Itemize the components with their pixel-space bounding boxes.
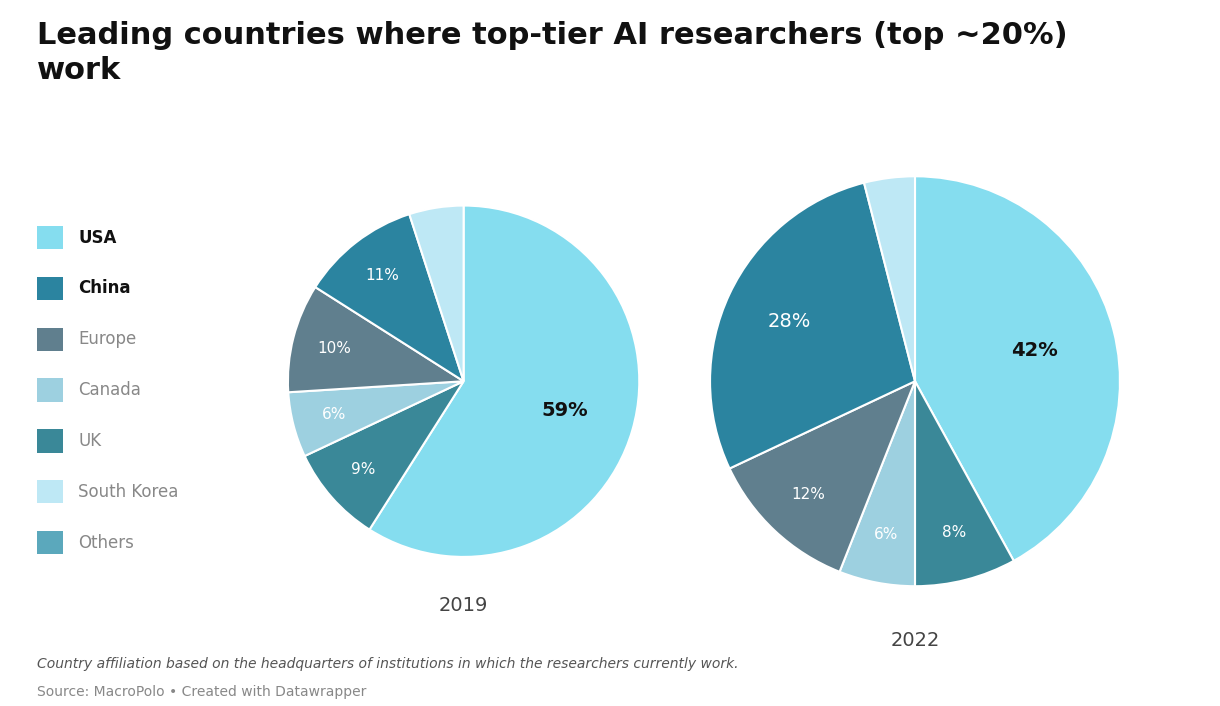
Text: 6%: 6% bbox=[322, 407, 346, 422]
Text: 6%: 6% bbox=[874, 527, 898, 542]
Wedge shape bbox=[288, 381, 464, 456]
Wedge shape bbox=[915, 381, 1014, 586]
Text: 2019: 2019 bbox=[439, 596, 488, 614]
Wedge shape bbox=[315, 214, 464, 381]
Text: 42%: 42% bbox=[1010, 341, 1058, 360]
Text: USA: USA bbox=[78, 229, 116, 246]
Text: 10%: 10% bbox=[317, 340, 351, 356]
Text: Others: Others bbox=[78, 534, 134, 551]
Text: 12%: 12% bbox=[792, 487, 825, 502]
Text: 9%: 9% bbox=[351, 462, 376, 477]
Wedge shape bbox=[288, 287, 464, 393]
Text: Source: MacroPolo • Created with Datawrapper: Source: MacroPolo • Created with Datawra… bbox=[37, 685, 366, 699]
Text: China: China bbox=[78, 280, 131, 297]
Text: Country affiliation based on the headquarters of institutions in which the resea: Country affiliation based on the headqua… bbox=[37, 657, 738, 671]
Text: 59%: 59% bbox=[542, 401, 588, 420]
Wedge shape bbox=[864, 176, 915, 381]
Text: 8%: 8% bbox=[942, 525, 966, 539]
Wedge shape bbox=[839, 381, 915, 586]
Wedge shape bbox=[410, 205, 464, 381]
Text: UK: UK bbox=[78, 432, 101, 450]
Wedge shape bbox=[710, 183, 915, 469]
Text: South Korea: South Korea bbox=[78, 483, 178, 501]
Text: 28%: 28% bbox=[767, 312, 810, 331]
Text: Europe: Europe bbox=[78, 330, 137, 348]
Text: Canada: Canada bbox=[78, 381, 142, 399]
Text: 11%: 11% bbox=[365, 268, 399, 283]
Wedge shape bbox=[915, 176, 1120, 561]
Wedge shape bbox=[370, 205, 639, 557]
Wedge shape bbox=[730, 381, 915, 572]
Wedge shape bbox=[305, 381, 464, 530]
Text: Leading countries where top-tier AI researchers (top ~20%)
work: Leading countries where top-tier AI rese… bbox=[37, 21, 1067, 85]
Text: 2022: 2022 bbox=[891, 631, 939, 650]
